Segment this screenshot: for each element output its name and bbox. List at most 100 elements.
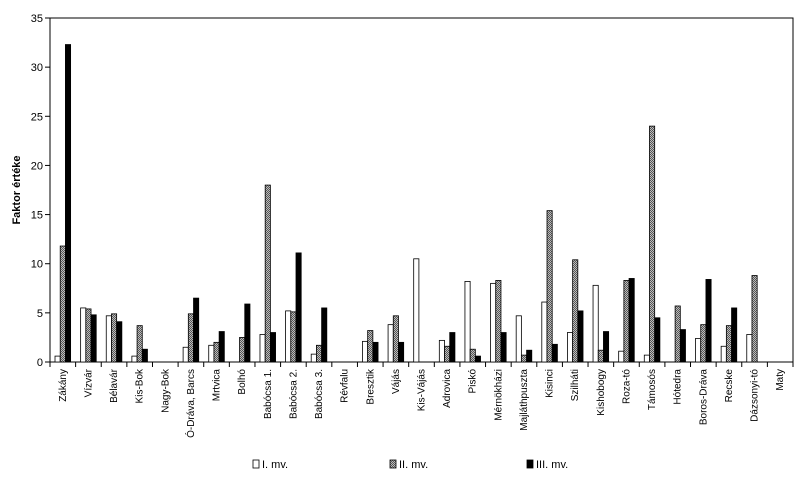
bar [444,345,451,363]
bar [321,307,328,363]
legend-label: III. mv. [536,459,568,471]
x-tick-label: Adrovica [442,369,453,408]
bar [316,344,323,363]
x-tick-label: Piskó [468,369,479,394]
x-tick-label: Babócsa 1. [263,369,274,419]
bar [464,281,471,363]
legend-swatch [526,459,534,469]
legend-label: II. mv. [399,459,428,471]
bar [193,297,200,363]
bar [572,259,579,363]
y-tick-label: 20 [31,160,43,172]
bar [515,315,522,363]
bar [116,321,123,363]
legend-label: I. mv. [262,459,288,471]
x-tick-label: Boros-Dráva [698,369,709,426]
bar [526,349,533,363]
bar [577,310,584,363]
bar [474,355,481,363]
x-tick-label: Dázsonyi-tó [750,369,761,422]
bar [141,348,148,363]
x-tick-label: Hótedra [673,369,684,405]
bar [603,331,610,363]
x-tick-label: Kis-Bok [135,368,146,403]
bar [746,334,753,363]
bar [54,355,61,363]
bar [90,314,97,363]
bar [490,282,497,363]
plot-frame [49,17,794,363]
x-tick-label: Zákány [58,369,69,402]
x-tick-label: Babócsa 3. [314,369,325,419]
bar [392,315,399,363]
bar [720,345,727,363]
bar [695,338,702,363]
x-tick-label: Recske [724,369,735,403]
bar [85,308,92,363]
x-tick-label: Vájás [391,369,402,394]
x-tick-label: Maty [775,369,786,391]
bar [131,355,138,363]
bar [136,325,143,363]
legend-swatch [389,459,397,469]
x-tick-label: Babócsa 2. [288,369,299,419]
legend-swatch [252,459,260,469]
bar [649,125,656,363]
bar [546,210,553,363]
y-tick-label: 30 [31,62,43,74]
bar [213,341,220,363]
bar [628,278,635,363]
bar [551,343,558,363]
x-tick-label: Ó-Dráva, Barcs [184,369,197,438]
bar [285,310,292,363]
legend: I. mv. II. mv. III. mv. [252,459,568,471]
bar [295,252,302,363]
bar [244,303,251,363]
y-tick-label: 0 [37,357,43,369]
x-tick-label: Nagy-Bok [160,368,171,413]
bar [59,245,66,363]
bar [269,332,276,363]
bar [398,341,405,363]
bar [438,339,445,363]
bar [700,324,707,363]
x-tick-label: Bresztik [365,368,376,405]
bar [592,284,599,363]
bar [367,330,374,363]
x-tick-label: Kishobogy [596,369,607,416]
bar [541,301,548,363]
y-axis-label: Faktor értéke [11,155,23,224]
bar [65,44,72,363]
y-tick-label: 5 [37,308,43,320]
bar [731,307,738,363]
y-tick-label: 35 [31,13,43,25]
bar [643,354,650,363]
bar [387,324,394,363]
y-tick-label: 10 [31,259,43,271]
x-tick-label: Majláthpuszta [519,369,530,431]
bar [111,313,118,363]
x-tick-label: Támosós [647,369,658,410]
bar [105,315,112,363]
bar [187,313,194,363]
bar [264,184,271,363]
x-tick-label: Bélavár [109,368,120,403]
x-tick-label: Mrtvica [212,369,223,402]
x-tick-label: Vízvár [83,368,94,397]
y-tick-label: 15 [31,210,43,222]
x-tick-label: Mérnökházi [493,369,504,421]
bar [623,280,630,363]
bar [567,332,574,363]
bar [290,311,297,363]
bar [80,307,87,363]
bar [679,329,686,363]
bar [469,348,476,363]
x-tick-label: Révfalu [340,369,351,403]
bar [413,258,420,363]
bar [449,332,456,363]
bar [239,337,246,363]
bar [674,305,681,363]
plot-area: 0 5 10 15 20 25 30 35 Zákány Vízvár Bélavár Kis-Bok… [31,13,794,438]
bar [259,334,266,363]
